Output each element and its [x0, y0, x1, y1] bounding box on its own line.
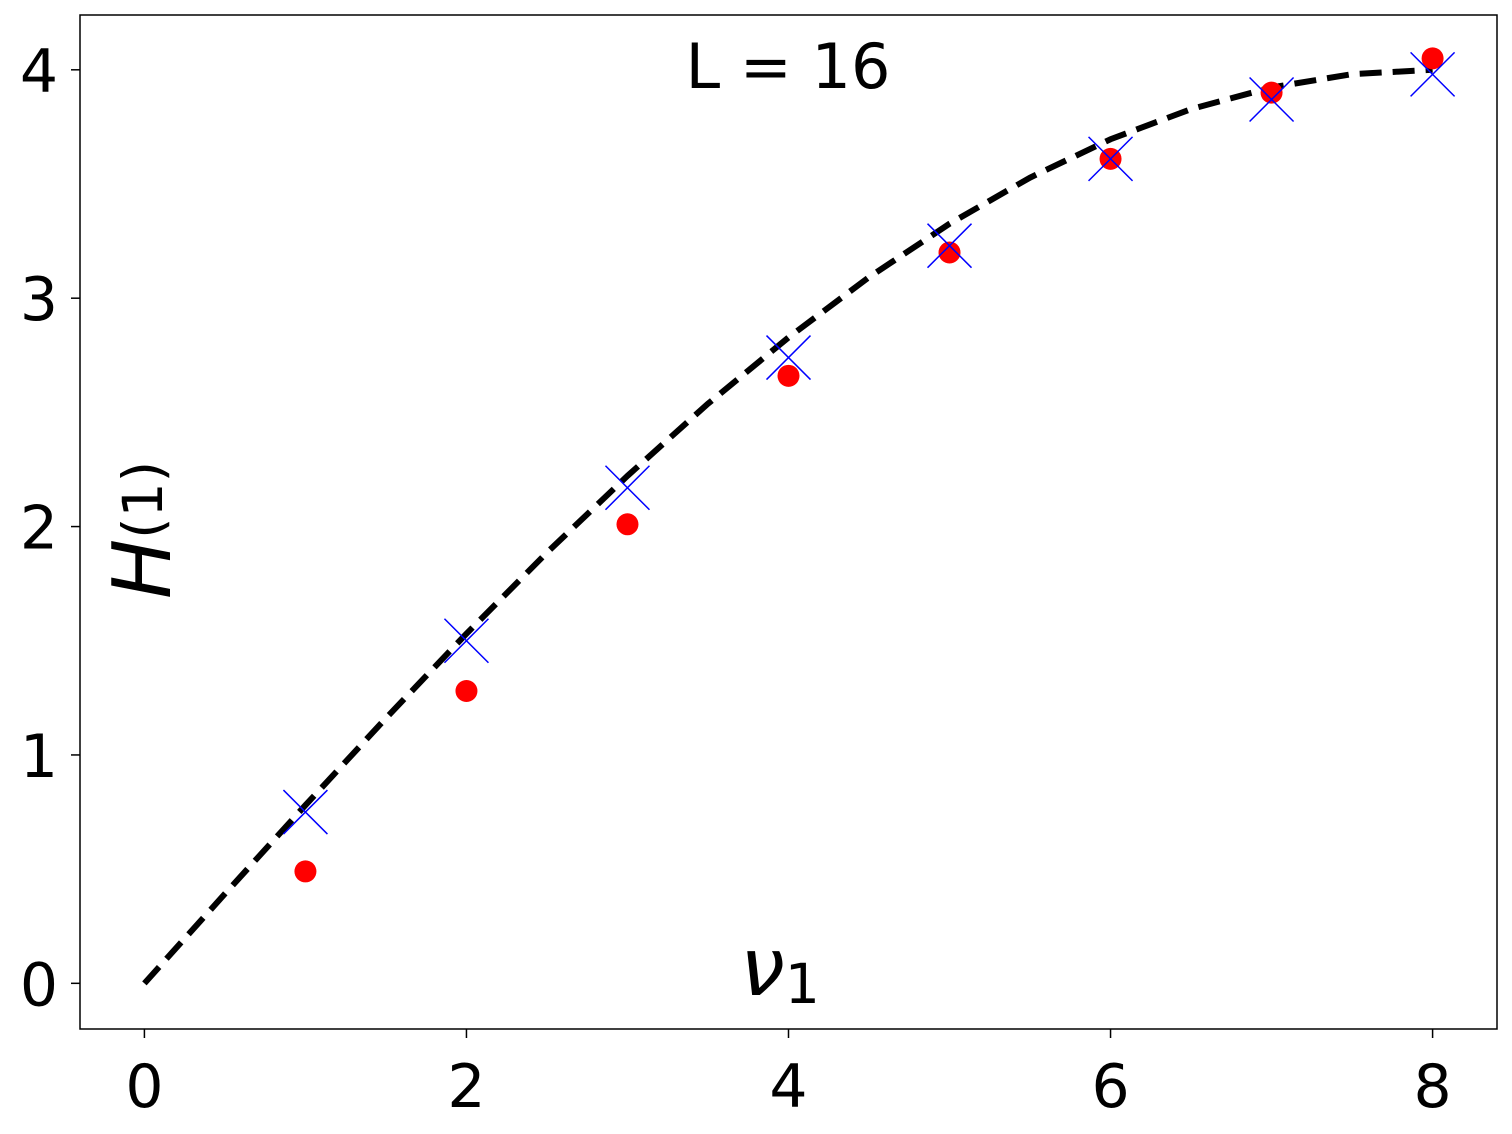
data-cross — [282, 789, 328, 835]
x-axis-label-main: ν — [740, 921, 785, 1014]
y-tick-label: 3 — [20, 265, 58, 335]
data-point — [1421, 47, 1444, 70]
plot-frame — [79, 14, 1498, 1030]
y-tick-label: 4 — [20, 37, 58, 107]
data-cross — [926, 223, 973, 269]
y-axis-label-sub: (1) — [111, 461, 175, 539]
y-axis-label-main: H — [96, 539, 189, 599]
data-point — [616, 513, 639, 536]
data-cross — [1410, 51, 1456, 97]
y-tick-label: 0 — [20, 950, 58, 1020]
x-tick-label: 0 — [125, 1052, 163, 1122]
x-tick-label: 2 — [447, 1052, 485, 1122]
data-cross — [1249, 76, 1295, 123]
data-point — [777, 364, 800, 387]
fit-curve — [142, 66, 1433, 986]
data-point — [455, 680, 478, 702]
data-cross — [1088, 136, 1134, 182]
x-tick-label: 6 — [1091, 1052, 1129, 1122]
x-tick-label: 8 — [1413, 1052, 1451, 1122]
y-axis-label: H(1) — [96, 461, 189, 599]
y-tick-label: 2 — [20, 494, 58, 564]
data-cross — [765, 335, 812, 381]
x-axis-label: ν1 — [740, 921, 820, 1016]
data-point — [938, 241, 961, 264]
data-point — [1260, 81, 1283, 104]
chart-title: L = 16 — [686, 30, 891, 103]
x-tick-label: 4 — [769, 1052, 807, 1122]
data-point — [294, 860, 317, 883]
x-axis-label-sub: 1 — [785, 952, 820, 1016]
data-cross — [443, 618, 489, 664]
data-cross — [604, 465, 651, 511]
y-tick-label: 1 — [20, 722, 58, 792]
